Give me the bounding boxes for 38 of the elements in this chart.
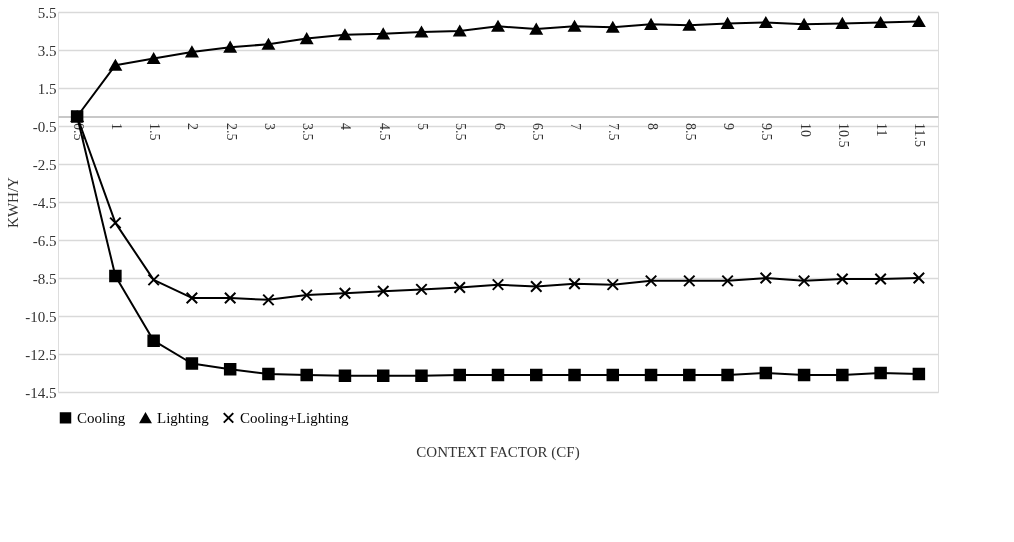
y-tick-label: -4.5 — [32, 194, 57, 211]
x-tick-label: 7.5 — [606, 123, 622, 141]
y-tick-label: 1.5 — [37, 80, 57, 97]
legend-label: Cooling+Lighting — [240, 409, 349, 426]
x-tick-label: 3.5 — [300, 123, 316, 141]
x-tick-label: 9 — [721, 123, 737, 130]
x-tick-label: 4 — [338, 123, 354, 130]
x-tick-label: 6 — [491, 123, 507, 130]
x-tick-label: 1 — [108, 123, 124, 130]
y-tick-label: -2.5 — [32, 156, 57, 173]
y-tick-label: -8.5 — [32, 270, 57, 287]
y-tick-label: -14.5 — [25, 384, 57, 401]
x-tick-label: 3 — [261, 123, 277, 130]
x-tick-label: 6.5 — [529, 123, 545, 141]
x-tick-label: 8 — [644, 123, 660, 130]
x-tick-label: 8.5 — [682, 123, 698, 141]
x-tick-label: 7 — [568, 123, 584, 130]
y-tick-label: -0.5 — [32, 118, 57, 135]
x-tick-label: 10.5 — [835, 123, 851, 148]
x-tick-label: 9.5 — [759, 123, 775, 141]
y-tick-label: -6.5 — [32, 232, 57, 249]
x-tick-label: 2 — [185, 123, 201, 130]
x-tick-label: 2.5 — [223, 123, 239, 141]
x-tick-label: 10 — [797, 123, 813, 137]
x-tick-label: 5.5 — [453, 123, 469, 141]
x-tick-label: 1.5 — [147, 123, 163, 141]
x-tick-label: 11 — [874, 123, 890, 137]
y-axis-title: KWH/Y — [5, 176, 22, 228]
y-tick-label: -12.5 — [25, 346, 57, 363]
y-tick-label: 5.5 — [37, 4, 57, 21]
y-tick-label: -10.5 — [25, 308, 57, 325]
y-tick-label: 3.5 — [37, 42, 57, 59]
legend-label: Lighting — [157, 410, 210, 427]
x-tick-label: 4.5 — [376, 123, 392, 141]
legend-label: Cooling — [77, 409, 126, 426]
x-tick-label: 11.5 — [912, 123, 928, 147]
x-axis-title: CONTEXT FACTOR (CF) — [416, 444, 580, 461]
x-tick-label: 5 — [414, 123, 430, 130]
